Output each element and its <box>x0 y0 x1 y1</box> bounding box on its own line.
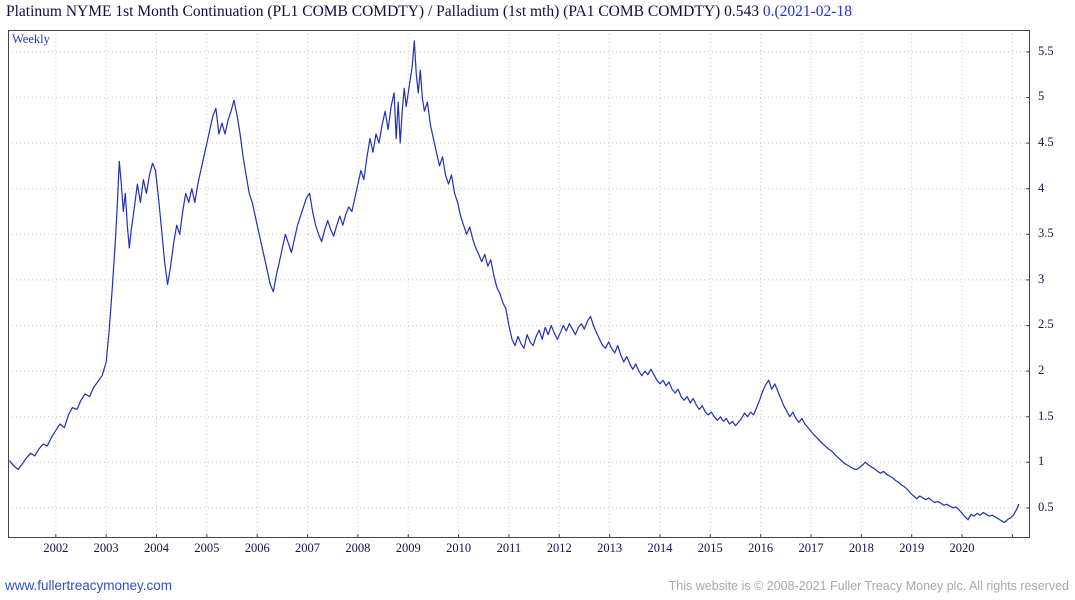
x-tick-label: 2003 <box>93 541 119 555</box>
chart-last-value: 0.543 <box>724 3 759 20</box>
footer-site-link[interactable]: www.fullertreacymoney.com <box>5 578 173 593</box>
y-axis: 0.5 1 1.5 2 2.5 3 3.5 4 4.5 5 5.5 <box>1034 30 1075 538</box>
x-tick-label: 2013 <box>597 541 623 555</box>
x-tick-label: 2005 <box>194 541 220 555</box>
x-tick-label: 2019 <box>899 541 925 555</box>
x-tick-label: 2009 <box>395 541 421 555</box>
chart-title-text: Platinum NYME 1st Month Continuation (PL… <box>6 3 721 20</box>
x-tick-label: 2014 <box>647 541 673 555</box>
x-tick-label: 2015 <box>697 541 723 555</box>
frequency-label: Weekly <box>12 32 50 46</box>
x-tick-label: 2004 <box>144 541 170 555</box>
x-tick-label: 2018 <box>848 541 874 555</box>
x-tick-label: 2011 <box>496 541 522 555</box>
y-tick-label: 4.5 <box>1038 135 1054 150</box>
price-chart[interactable] <box>8 30 1030 538</box>
x-tick-label: 2017 <box>798 541 824 555</box>
y-tick-label: 5.5 <box>1038 43 1054 58</box>
x-tick-label: 2008 <box>345 541 371 555</box>
y-tick-label: 2.5 <box>1038 317 1054 332</box>
y-tick-label: 5 <box>1038 89 1045 104</box>
x-tick-label: 2002 <box>43 541 69 555</box>
x-tick-label: 2012 <box>546 541 572 555</box>
x-axis: 2002 2003 2004 2005 2006 2007 2008 2009 2010 2011… <box>8 541 1030 557</box>
plot-area[interactable]: Weekly <box>8 30 1030 538</box>
y-tick-label: 0.5 <box>1038 499 1054 514</box>
plot-border <box>8 30 1030 538</box>
x-tick-label: 2007 <box>295 541 321 555</box>
y-tick-label: 1.5 <box>1038 408 1054 423</box>
y-tick-label: 2 <box>1038 363 1045 378</box>
price-line <box>9 40 1020 524</box>
chart-change-text: 0.(2021-02-18 <box>762 3 852 20</box>
y-tick-label: 4 <box>1038 180 1045 195</box>
x-tick-label: 2016 <box>748 541 774 555</box>
y-tick-label: 1 <box>1038 454 1045 469</box>
x-tick-label: 2020 <box>949 541 975 555</box>
footer-copyright: This website is © 2008-2021 Fuller Treac… <box>668 579 1069 593</box>
footer: www.fullertreacymoney.com This website i… <box>0 572 1075 600</box>
chart-title: Platinum NYME 1st Month Continuation (PL… <box>6 3 1075 27</box>
y-tick-label: 3 <box>1038 271 1045 286</box>
x-tick-label: 2010 <box>446 541 472 555</box>
y-tick-label: 3.5 <box>1038 226 1054 241</box>
x-tick-label: 2006 <box>244 541 270 555</box>
